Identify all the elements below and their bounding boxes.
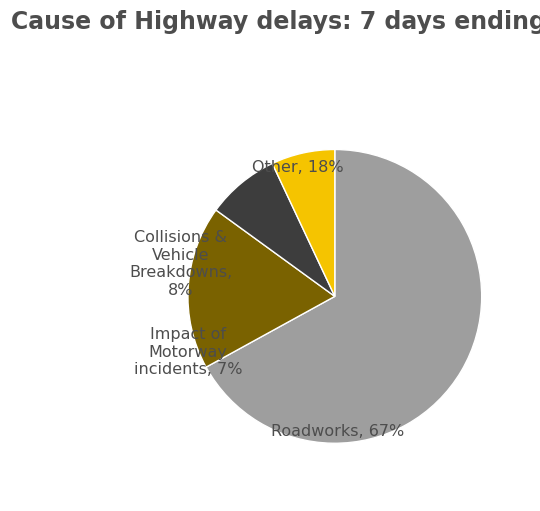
Wedge shape: [206, 150, 482, 443]
Text: Cause of Highway delays: 7 days ending 11 May: Cause of Highway delays: 7 days ending 1…: [11, 10, 540, 34]
Wedge shape: [216, 164, 335, 296]
Text: Impact of
Motorway
incidents, 7%: Impact of Motorway incidents, 7%: [134, 327, 242, 377]
Wedge shape: [272, 150, 335, 296]
Text: Other, 18%: Other, 18%: [252, 159, 344, 175]
Text: Roadworks, 67%: Roadworks, 67%: [271, 424, 404, 439]
Wedge shape: [188, 210, 335, 367]
Text: Collisions &
Vehicle
Breakdowns,
8%: Collisions & Vehicle Breakdowns, 8%: [129, 230, 232, 298]
